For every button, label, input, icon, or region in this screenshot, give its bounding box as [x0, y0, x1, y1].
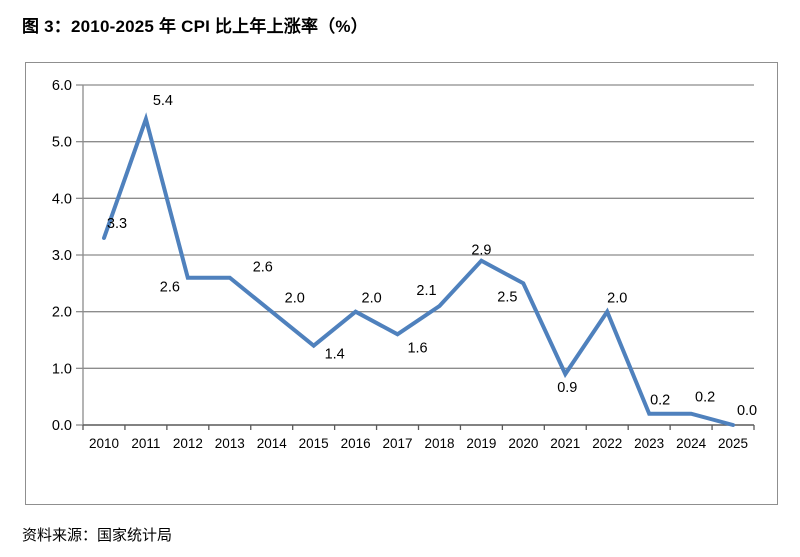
- x-tick-label: 2010: [89, 436, 119, 451]
- data-point-label: 1.4: [325, 347, 345, 363]
- x-tick-label: 2022: [592, 436, 622, 451]
- x-tick-label: 2018: [424, 436, 454, 451]
- data-point-label: 3.3: [107, 216, 127, 232]
- data-point-label: 0.0: [737, 403, 757, 419]
- source-note: 资料来源：国家统计局: [22, 527, 173, 544]
- data-point-label: 2.1: [416, 283, 436, 299]
- data-point-label: 2.5: [497, 289, 517, 305]
- data-point-label: 0.2: [695, 390, 715, 406]
- data-point-label: 2.6: [253, 260, 273, 276]
- y-tick-label: 1.0: [52, 361, 72, 377]
- y-tick-label: 2.0: [52, 305, 72, 321]
- data-point-label: 0.9: [557, 380, 577, 396]
- data-point-label: 2.9: [471, 243, 491, 259]
- x-tick-label: 2021: [550, 436, 580, 451]
- x-tick-label: 2012: [173, 436, 203, 451]
- x-tick-label: 2016: [341, 436, 371, 451]
- x-tick-label: 2020: [508, 436, 538, 451]
- chart-canvas: 0.0 1.0 2.0 3.0 4.0 5.0 6.0 2010 2011 2012 2013 201…: [52, 78, 757, 451]
- data-point-label: 1.6: [407, 340, 427, 356]
- cpi-line-chart: 0.0 1.0 2.0 3.0 4.0 5.0 6.0 2010 2011 2012 2013 201…: [25, 62, 778, 505]
- x-tick-label: 2017: [383, 436, 413, 451]
- data-point-label: 2.0: [362, 291, 382, 307]
- x-tick-label: 2019: [466, 436, 496, 451]
- data-point-label: 2.0: [607, 291, 627, 307]
- chart-title: 图 3：2010-2025 年 CPI 比上年上涨率（%）: [22, 17, 368, 36]
- x-tick-label: 2011: [131, 436, 160, 451]
- data-point-label: 5.4: [153, 93, 173, 109]
- y-tick-label: 3.0: [52, 248, 72, 264]
- y-tick-label: 6.0: [52, 78, 72, 94]
- data-point-label: 0.2: [650, 393, 670, 409]
- y-tick-label: 4.0: [52, 191, 72, 207]
- y-tick-label: 5.0: [52, 135, 72, 151]
- x-tick-label: 2024: [676, 436, 707, 451]
- x-tick-label: 2013: [215, 436, 245, 451]
- cpi-data-line: [102, 112, 735, 427]
- data-point-label: 2.0: [285, 291, 305, 307]
- x-tick-label: 2014: [257, 436, 288, 451]
- x-tick-label: 2015: [299, 436, 329, 451]
- x-tick-label: 2025: [718, 436, 748, 451]
- y-tick-label: 0.0: [52, 418, 72, 434]
- x-tick-label: 2023: [634, 436, 664, 451]
- data-point-label: 2.6: [160, 280, 180, 296]
